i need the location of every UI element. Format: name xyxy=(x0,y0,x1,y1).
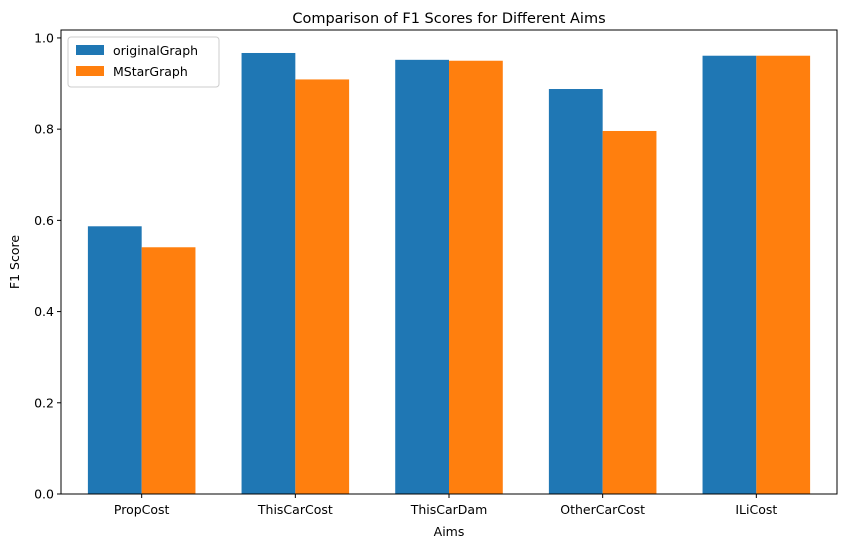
bar-MStarGraph-ThisCarDam xyxy=(449,60,503,495)
chart-title: Comparison of F1 Scores for Different Ai… xyxy=(292,11,605,27)
legend-label-MStarGraph: MStarGraph xyxy=(113,64,188,79)
x-tick-label: ThisCarDam xyxy=(410,502,488,517)
y-tick-label: 0.6 xyxy=(34,213,54,228)
bar-MStarGraph-OtherCarCost xyxy=(602,130,657,495)
bar-originalGraph-ThisCarDam xyxy=(395,59,449,494)
bar-originalGraph-ILiCost xyxy=(702,55,757,494)
legend: originalGraph MStarGraph xyxy=(67,36,220,88)
x-tick-label: OtherCarCost xyxy=(560,502,645,517)
x-tick-label: ILiCost xyxy=(735,502,777,517)
legend-swatch-MStarGraph xyxy=(76,66,104,76)
x-axis-label: Aims xyxy=(434,524,465,539)
legend-label-originalGraph: originalGraph xyxy=(113,43,198,58)
bar-originalGraph-ThisCarCost xyxy=(241,52,296,494)
legend-swatch-originalGraph xyxy=(76,45,104,55)
y-tick-label: 1.0 xyxy=(34,30,54,45)
y-tick-label: 0.8 xyxy=(34,122,54,137)
y-axis-label: F1 Score xyxy=(7,235,22,289)
y-tick-label: 0.0 xyxy=(34,487,54,502)
y-tick-label: 0.2 xyxy=(34,395,54,410)
bar-MStarGraph-ILiCost xyxy=(756,55,811,494)
bar-originalGraph-OtherCarCost xyxy=(548,89,603,494)
bar-MStarGraph-PropCost xyxy=(141,247,196,494)
y-axis: 0.0 0.2 0.4 0.6 0.8 1.0 xyxy=(34,30,61,502)
legend-frame xyxy=(67,36,220,88)
bars-group xyxy=(87,52,811,495)
x-tick-label: ThisCarCost xyxy=(257,502,333,517)
bar-MStarGraph-ThisCarCost xyxy=(295,79,350,495)
bar-originalGraph-PropCost xyxy=(87,226,142,494)
y-tick-label: 0.4 xyxy=(34,304,54,319)
x-tick-label: PropCost xyxy=(114,502,170,517)
x-axis: PropCost ThisCarCost ThisCarDam OtherCarCos… xyxy=(114,494,777,517)
